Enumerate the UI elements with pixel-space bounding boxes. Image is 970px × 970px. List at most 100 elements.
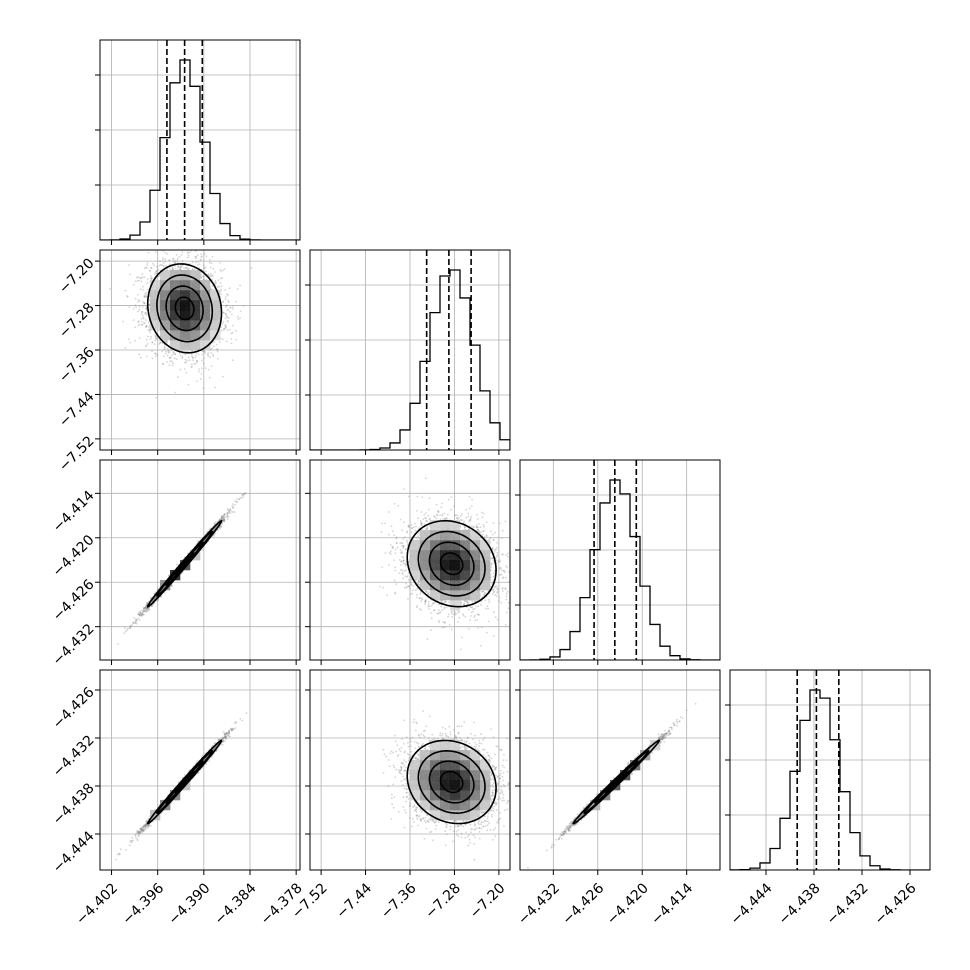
- scatter-point: [230, 511, 233, 513]
- scatter-point: [141, 323, 144, 326]
- scatter-point: [166, 354, 169, 357]
- scatter-point: [138, 279, 141, 282]
- scatter-point: [217, 279, 220, 282]
- panel-1-0: −7.52−7.44−7.36−7.28−7.20: [56, 245, 301, 475]
- scatter-point: [196, 247, 198, 249]
- scatter-point: [200, 253, 202, 255]
- density-cell: [150, 290, 161, 301]
- scatter-point: [216, 350, 219, 353]
- scatter-point: [224, 325, 227, 328]
- scatter-point: [218, 518, 221, 520]
- scatter-point: [239, 317, 241, 319]
- scatter-point: [148, 303, 151, 306]
- scatter-point: [154, 355, 157, 358]
- scatter-point: [149, 331, 151, 334]
- scatter-point: [176, 257, 179, 260]
- scatter-point: [145, 294, 148, 296]
- scatter-point: [184, 353, 187, 356]
- scatter-point: [147, 607, 150, 609]
- scatter-point: [183, 368, 186, 370]
- scatter-point: [218, 341, 221, 343]
- density-cell: [200, 320, 211, 331]
- scatter-point: [135, 622, 138, 625]
- scatter-point: [203, 252, 206, 255]
- scatter-point: [135, 618, 137, 621]
- scatter-point: [221, 322, 224, 325]
- scatter-point: [150, 597, 152, 600]
- scatter-point: [126, 629, 128, 632]
- scatter-point: [228, 510, 231, 512]
- scatter-point: [166, 342, 169, 344]
- scatter-point: [168, 267, 171, 270]
- scatter-point: [229, 509, 232, 512]
- scatter-point: [181, 251, 184, 253]
- scatter-point: [163, 348, 166, 351]
- scatter-point: [208, 246, 210, 248]
- scatter-point: [144, 606, 147, 609]
- density-cell: [170, 280, 181, 291]
- scatter-point: [220, 526, 223, 528]
- scatter-point: [209, 258, 211, 261]
- scatter-point: [168, 357, 171, 359]
- panel-2-0: −4.432−4.426−4.420−4.414: [50, 459, 301, 669]
- y-tick-label: −7.36: [56, 344, 98, 386]
- scatter-point: [151, 605, 154, 607]
- scatter-point: [155, 269, 158, 272]
- scatter-point: [202, 278, 205, 281]
- scatter-point: [222, 514, 225, 516]
- scatter-point: [195, 354, 197, 357]
- scatter-point: [179, 245, 181, 247]
- density-cell: [210, 330, 221, 341]
- scatter-point: [143, 322, 146, 324]
- scatter-point: [137, 611, 140, 614]
- scatter-point: [191, 261, 194, 264]
- scatter-point: [200, 277, 202, 279]
- scatter-point: [209, 356, 212, 358]
- density-cell: [170, 330, 181, 341]
- scatter-point: [187, 383, 190, 386]
- scatter-point: [150, 335, 153, 338]
- scatter-point: [178, 255, 181, 258]
- scatter-point: [140, 615, 143, 617]
- density-cell: [200, 340, 211, 351]
- scatter-point: [161, 264, 163, 267]
- scatter-point: [166, 361, 169, 363]
- density-cell: [190, 290, 201, 301]
- scatter-point: [173, 351, 176, 354]
- scatter-point: [221, 515, 224, 518]
- scatter-point: [154, 335, 157, 338]
- scatter-point: [194, 255, 197, 258]
- scatter-point: [212, 268, 215, 270]
- scatter-point: [151, 341, 154, 344]
- scatter-point: [224, 513, 227, 516]
- scatter-point: [172, 362, 174, 365]
- scatter-point: [195, 261, 197, 264]
- scatter-point: [134, 622, 137, 624]
- scatter-point: [153, 598, 156, 601]
- scatter-point: [162, 265, 165, 268]
- scatter-point: [142, 285, 144, 288]
- scatter-point: [143, 295, 146, 298]
- scatter-point: [145, 607, 148, 610]
- scatter-point: [225, 326, 228, 329]
- scatter-point: [147, 608, 150, 611]
- scatter-point: [250, 267, 253, 270]
- scatter-point: [205, 255, 208, 258]
- scatter-point: [150, 277, 153, 279]
- scatter-point: [155, 396, 157, 399]
- scatter-point: [140, 277, 143, 279]
- scatter-point: [220, 329, 223, 332]
- scatter-point: [227, 308, 230, 311]
- scatter-point: [137, 310, 139, 313]
- scatter-point: [196, 359, 198, 362]
- density-cell: [210, 300, 221, 311]
- scatter-point: [213, 535, 216, 537]
- scatter-point: [151, 357, 154, 360]
- scatter-point: [207, 273, 210, 276]
- scatter-point: [174, 353, 177, 355]
- scatter-point: [154, 337, 157, 339]
- scatter-point: [150, 266, 153, 269]
- scatter-point: [202, 362, 205, 365]
- scatter-point: [226, 329, 229, 332]
- scatter-point: [150, 596, 152, 599]
